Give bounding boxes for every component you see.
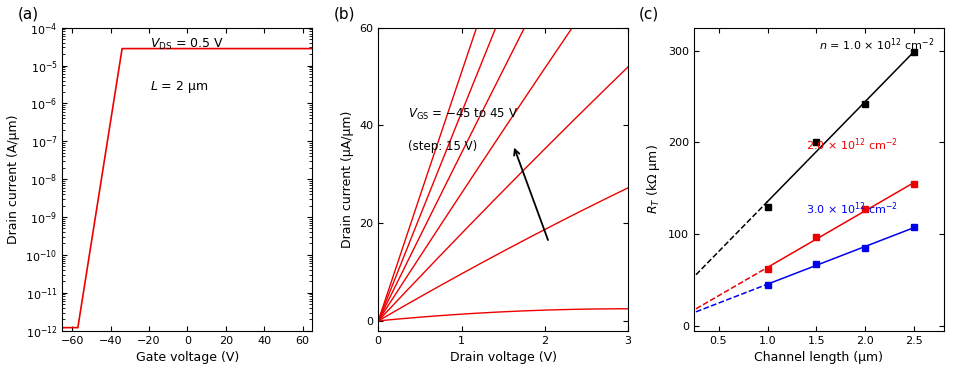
X-axis label: Drain voltage (V): Drain voltage (V) [450, 351, 557, 364]
Text: (step: 15 V): (step: 15 V) [409, 140, 478, 153]
Y-axis label: Drain current (μA/μm): Drain current (μA/μm) [341, 111, 354, 248]
Text: $L$ = 2 μm: $L$ = 2 μm [150, 79, 209, 95]
X-axis label: Channel length (μm): Channel length (μm) [754, 351, 883, 364]
Y-axis label: $R_T$ (kΩ μm): $R_T$ (kΩ μm) [645, 144, 662, 214]
Text: $V_\mathrm{GS}$ = $-$45 to 45 V: $V_\mathrm{GS}$ = $-$45 to 45 V [409, 106, 518, 122]
Text: (b): (b) [333, 7, 355, 22]
Text: $n$ = 1.0 × 10$^{12}$ cm$^{-2}$: $n$ = 1.0 × 10$^{12}$ cm$^{-2}$ [819, 37, 934, 53]
Text: (a): (a) [17, 7, 38, 22]
Y-axis label: Drain current (A/μm): Drain current (A/μm) [7, 114, 20, 244]
Text: 2.0 × 10$^{12}$ cm$^{-2}$: 2.0 × 10$^{12}$ cm$^{-2}$ [807, 137, 899, 153]
Text: 3.0 × 10$^{12}$ cm$^{-2}$: 3.0 × 10$^{12}$ cm$^{-2}$ [807, 200, 899, 217]
X-axis label: Gate voltage (V): Gate voltage (V) [136, 351, 239, 364]
Text: (c): (c) [639, 7, 659, 22]
Text: $V_\mathrm{DS}$ = 0.5 V: $V_\mathrm{DS}$ = 0.5 V [150, 37, 224, 52]
